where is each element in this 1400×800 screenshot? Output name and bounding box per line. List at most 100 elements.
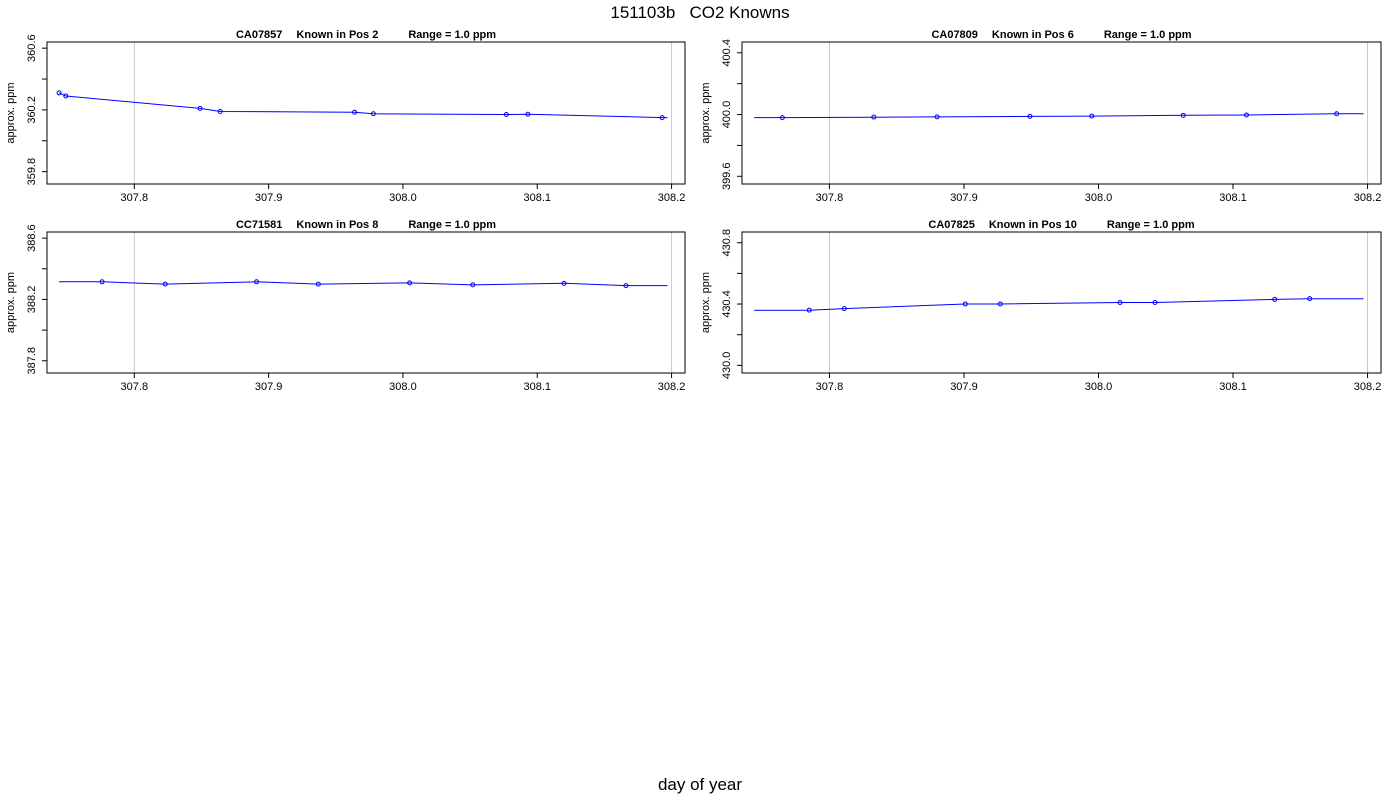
plot-frame xyxy=(46,231,686,374)
data-point xyxy=(1243,112,1249,118)
data-point xyxy=(407,280,413,286)
x-tick-label: 308.2 xyxy=(1354,192,1382,204)
x-tick-label: 307.9 xyxy=(255,192,283,204)
data-point xyxy=(525,111,531,117)
panel-title: CA07825 Known in Pos 10 Range = 1.0 ppm xyxy=(928,219,1194,231)
y-axis-label: approx. ppm xyxy=(700,272,712,333)
chart-panel-2: CA07809 Known in Pos 6 Range = 1.0 ppm appr… xyxy=(700,29,1382,204)
data-point xyxy=(1152,300,1158,305)
chart-panel-4: CA07825 Known in Pos 10 Range = 1.0 ppm app… xyxy=(700,219,1382,393)
data-point xyxy=(659,115,665,121)
data-point xyxy=(1180,112,1186,118)
data-point xyxy=(1089,113,1095,119)
x-tick-label: 307.8 xyxy=(121,192,149,204)
data-point xyxy=(370,111,376,117)
y-tick-label: 388.6 xyxy=(26,224,38,252)
x-tick-label: 308.2 xyxy=(658,192,686,204)
x-tick-label: 308.0 xyxy=(1085,192,1113,204)
data-point xyxy=(352,109,358,115)
data-point xyxy=(162,281,168,287)
panel-title-id: CA07825 xyxy=(928,219,974,231)
y-tick-label: 360.2 xyxy=(26,96,38,124)
panel-title-range: Range = 1.0 ppm xyxy=(1104,29,1192,41)
panel-title-range: Range = 1.0 ppm xyxy=(408,29,496,41)
panel-title-position: Known in Pos 2 xyxy=(296,29,378,41)
x-tick-label: 308.0 xyxy=(389,192,417,204)
panel-title-range: Range = 1.0 ppm xyxy=(408,219,496,231)
data-point xyxy=(1272,296,1278,302)
x-tick-label: 308.1 xyxy=(523,381,551,393)
panel-title-id: CC71581 xyxy=(236,219,282,231)
y-tick-label: 400.0 xyxy=(721,101,733,129)
series-line xyxy=(58,92,668,119)
y-tick-label: 360.6 xyxy=(26,34,38,62)
panel-title-range: Range = 1.0 ppm xyxy=(1107,219,1195,231)
plot-frame xyxy=(741,231,1382,374)
y-axis-label: approx. ppm xyxy=(700,82,712,143)
data-point xyxy=(217,108,223,114)
x-tick-label: 307.8 xyxy=(816,192,844,204)
data-point xyxy=(197,105,203,111)
panel-title: CC71581 Known in Pos 8 Range = 1.0 ppm xyxy=(236,219,496,231)
y-tick-label: 388.2 xyxy=(26,286,38,314)
y-tick-label: 430.8 xyxy=(721,229,733,257)
y-tick-label: 430.0 xyxy=(721,352,733,380)
data-point xyxy=(1117,300,1123,305)
x-tick-label: 307.9 xyxy=(255,381,283,393)
x-tick-label: 307.9 xyxy=(950,192,978,204)
panel-title-position: Known in Pos 10 xyxy=(989,219,1077,231)
x-tick-label: 308.0 xyxy=(389,381,417,393)
page-title: 151103b CO2 Knowns xyxy=(610,3,790,22)
data-point xyxy=(1334,111,1340,117)
panel-title-position: Known in Pos 6 xyxy=(992,29,1074,41)
data-point xyxy=(99,279,105,285)
data-point xyxy=(779,115,785,121)
data-point xyxy=(871,114,877,120)
y-tick-label: 359.8 xyxy=(26,158,38,186)
x-tick-label: 307.8 xyxy=(121,381,149,393)
series-line xyxy=(754,298,1364,311)
y-tick-label: 400.4 xyxy=(721,39,733,67)
series-line xyxy=(754,113,1364,119)
data-point xyxy=(56,90,62,96)
x-tick-label: 307.8 xyxy=(816,381,844,393)
x-axis-title: day of year xyxy=(657,775,743,794)
x-tick-label: 308.0 xyxy=(1085,381,1113,393)
plot-frame xyxy=(46,41,686,185)
y-tick-label: 387.8 xyxy=(26,347,38,375)
data-point xyxy=(934,114,940,120)
data-point xyxy=(623,283,629,289)
data-point xyxy=(315,281,321,287)
data-point xyxy=(254,279,260,285)
y-tick-label: 430.4 xyxy=(721,290,733,318)
data-point xyxy=(806,307,812,313)
data-point xyxy=(503,112,509,118)
chart-panel-1: CA07857 Known in Pos 2 Range = 1.0 ppm appr… xyxy=(5,29,686,204)
x-tick-label: 307.9 xyxy=(950,381,978,393)
x-tick-label: 308.1 xyxy=(1219,381,1247,393)
data-point xyxy=(997,301,1003,307)
data-point xyxy=(561,280,567,286)
data-point xyxy=(1027,113,1033,119)
data-point xyxy=(841,306,847,312)
plot-frame xyxy=(741,41,1382,185)
panel-title: CA07809 Known in Pos 6 Range = 1.0 ppm xyxy=(931,29,1191,41)
x-tick-label: 308.1 xyxy=(1219,192,1247,204)
y-tick-label: 399.6 xyxy=(721,163,733,191)
panel-title-id: CA07857 xyxy=(236,29,282,41)
chart-panel-3: CC71581 Known in Pos 8 Range = 1.0 ppm appr… xyxy=(5,219,686,393)
y-axis-label: approx. ppm xyxy=(5,82,17,143)
panel-title: CA07857 Known in Pos 2 Range = 1.0 ppm xyxy=(236,29,496,41)
data-point xyxy=(962,301,968,307)
panel-title-position: Known in Pos 8 xyxy=(296,219,378,231)
x-tick-label: 308.2 xyxy=(658,381,686,393)
data-point xyxy=(63,93,69,99)
panel-title-id: CA07809 xyxy=(931,29,977,41)
data-point xyxy=(1307,296,1313,302)
x-tick-label: 308.2 xyxy=(1354,381,1382,393)
series-line xyxy=(59,281,668,287)
data-point xyxy=(470,282,476,288)
y-axis-label: approx. ppm xyxy=(5,272,17,333)
x-tick-label: 308.1 xyxy=(523,192,551,204)
